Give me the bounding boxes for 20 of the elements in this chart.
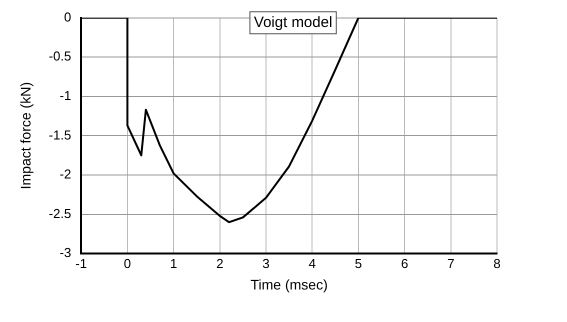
x-tick-label: 2 bbox=[216, 256, 224, 271]
x-tick-label: 8 bbox=[493, 256, 501, 271]
y-tick-label: -3 bbox=[60, 245, 72, 260]
x-tick-label: 0 bbox=[124, 256, 132, 271]
y-tick-label: -2 bbox=[60, 166, 72, 182]
x-tick-label: -1 bbox=[75, 256, 87, 271]
x-tick-label: 3 bbox=[262, 256, 270, 271]
x-tick-label: 5 bbox=[354, 256, 362, 271]
chart-title: Voigt model bbox=[254, 14, 332, 31]
x-tick-label: 6 bbox=[400, 256, 408, 271]
x-tick-label: 4 bbox=[308, 256, 316, 271]
x-tick-label: 1 bbox=[170, 256, 178, 271]
y-tick-label: -0.5 bbox=[48, 48, 72, 64]
y-tick-label: -1 bbox=[60, 88, 72, 103]
x-tick-label: 7 bbox=[447, 256, 454, 271]
y-tick-label: 0 bbox=[64, 9, 72, 24]
x-axis-title: Time (msec) bbox=[250, 276, 328, 292]
y-tick-label: -2.5 bbox=[48, 206, 72, 221]
y-tick-label: -1.5 bbox=[48, 127, 72, 142]
y-axis-title: Impact force (kN) bbox=[17, 82, 34, 190]
